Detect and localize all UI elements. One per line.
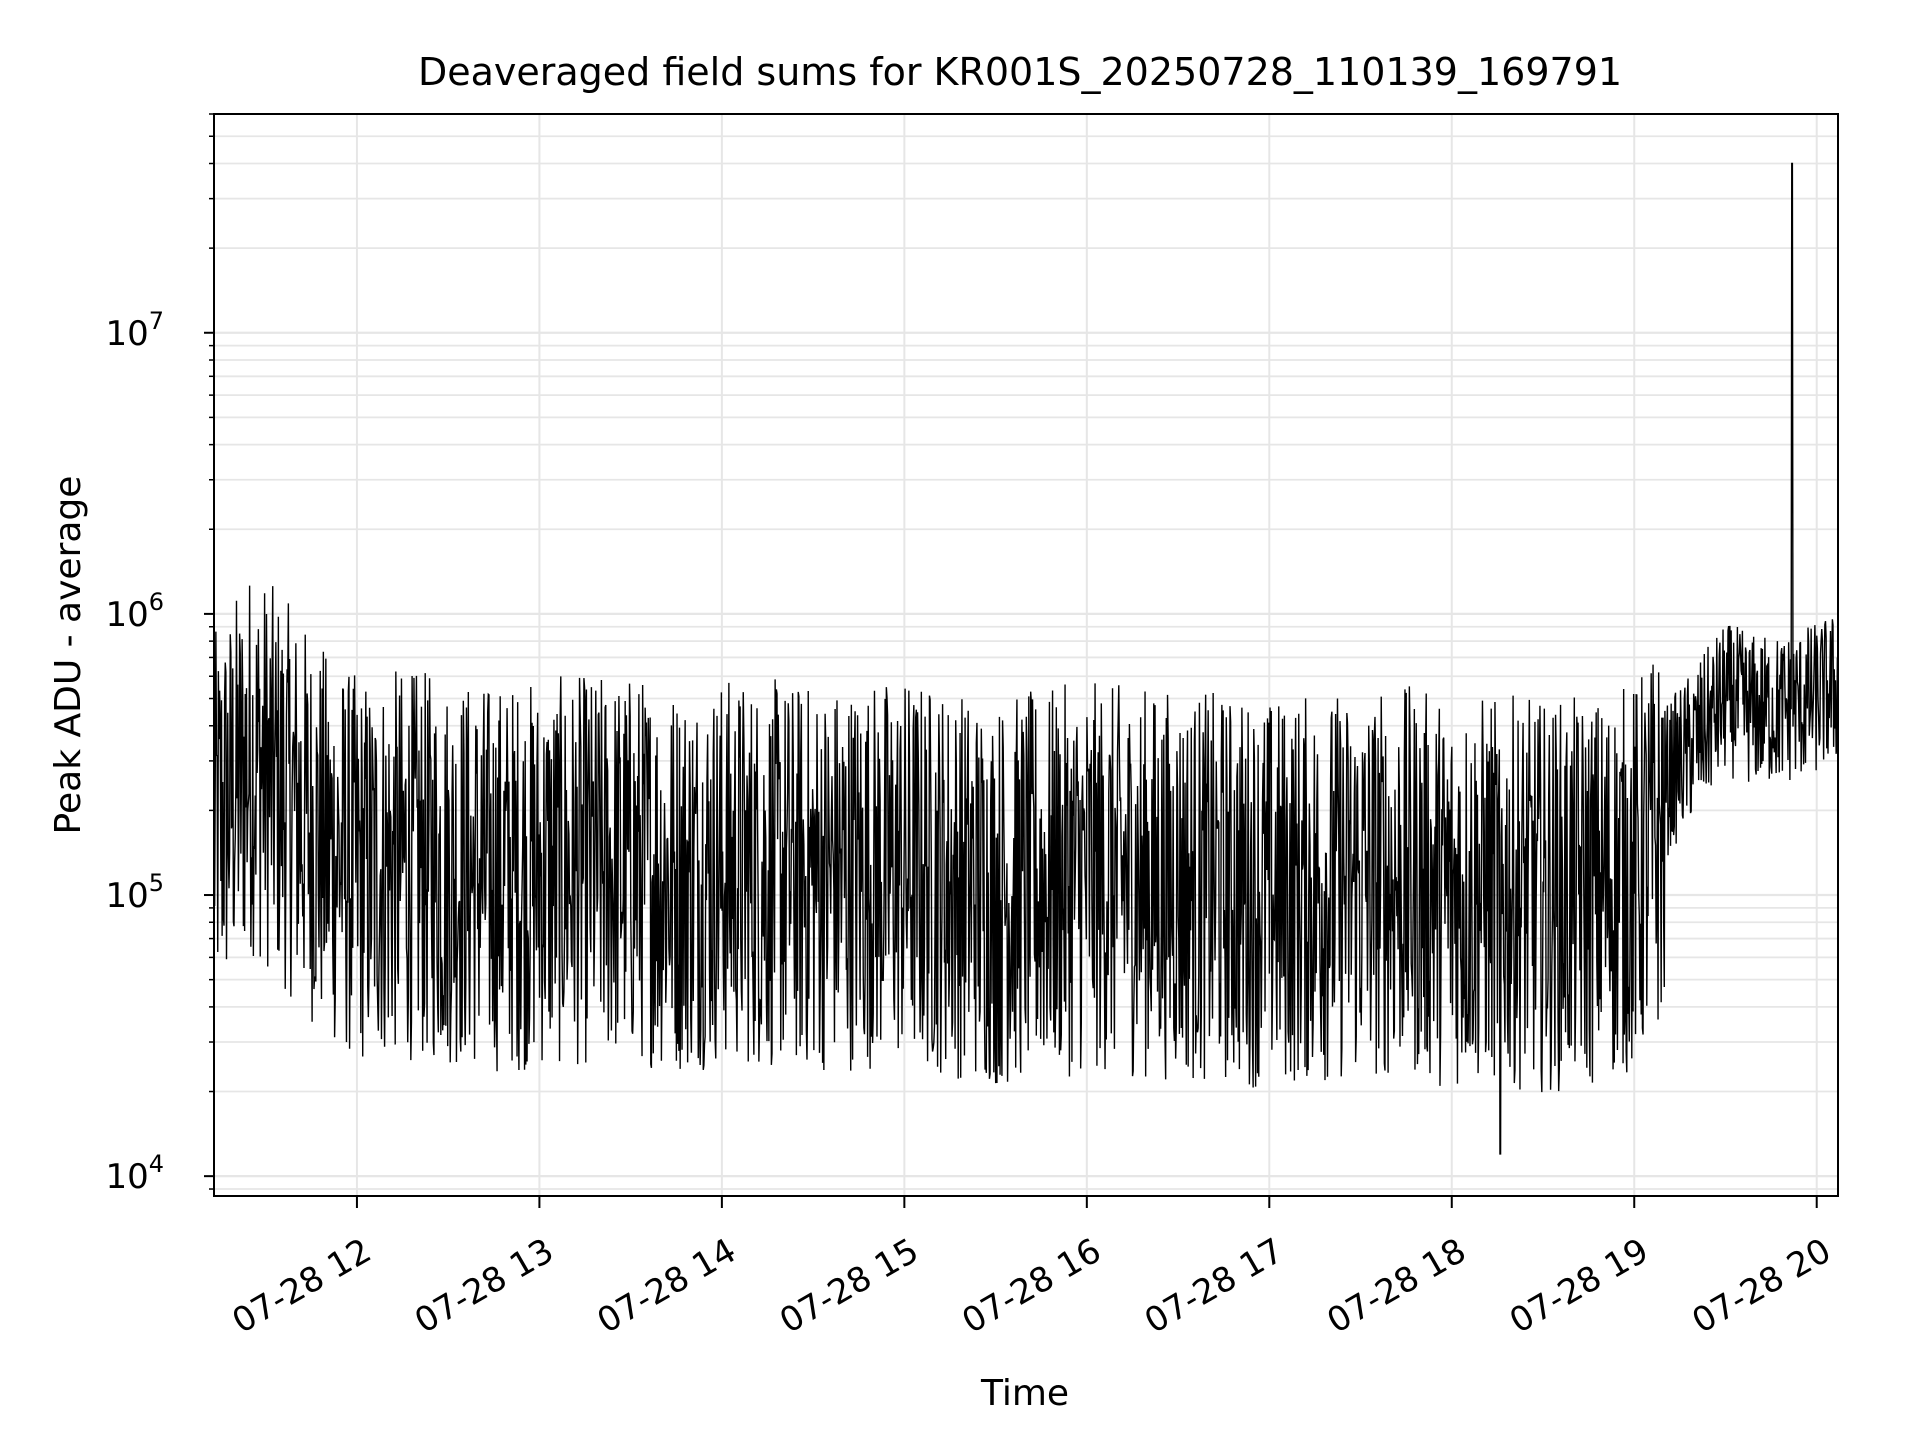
- chart-title: Deaveraged field sums for KR001S_2025072…: [418, 50, 1622, 94]
- x-axis-label: Time: [980, 1373, 1069, 1414]
- series-line: [213, 162, 1839, 1155]
- y-tick-label: 106: [105, 588, 164, 635]
- y-tick-label: 104: [105, 1150, 164, 1197]
- plot-frame: [213, 113, 1839, 1197]
- y-tick-label: 107: [105, 307, 164, 354]
- y-tick-label: 105: [105, 869, 164, 916]
- y-axis-label: Peak ADU - average: [48, 476, 89, 835]
- data-line-group: [213, 162, 1839, 1155]
- y-axis: 104 105 106 107: [105, 113, 214, 1197]
